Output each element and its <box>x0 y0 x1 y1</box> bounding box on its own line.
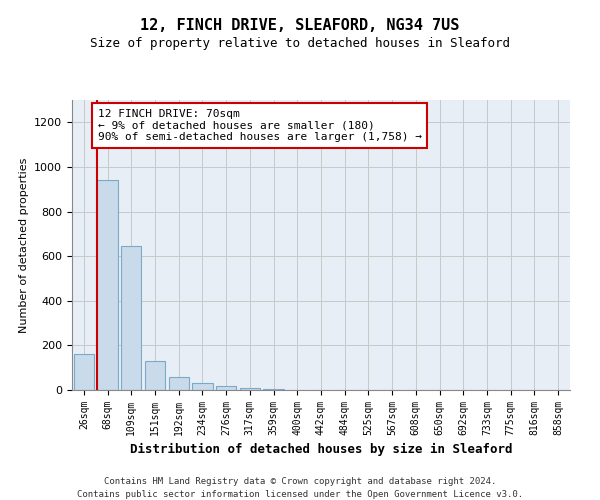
Text: 12 FINCH DRIVE: 70sqm
← 9% of detached houses are smaller (180)
90% of semi-deta: 12 FINCH DRIVE: 70sqm ← 9% of detached h… <box>98 109 422 142</box>
Text: Contains public sector information licensed under the Open Government Licence v3: Contains public sector information licen… <box>77 490 523 499</box>
Text: Size of property relative to detached houses in Sleaford: Size of property relative to detached ho… <box>90 38 510 51</box>
Bar <box>97 180 118 390</box>
Bar <box>145 361 165 390</box>
Bar <box>121 246 142 390</box>
Text: Contains HM Land Registry data © Crown copyright and database right 2024.: Contains HM Land Registry data © Crown c… <box>104 478 496 486</box>
Bar <box>74 354 94 390</box>
Bar <box>169 376 189 390</box>
Bar <box>263 389 284 390</box>
Bar <box>216 386 236 390</box>
Bar <box>193 383 212 390</box>
Y-axis label: Number of detached properties: Number of detached properties <box>19 158 29 332</box>
Bar <box>240 388 260 390</box>
Text: 12, FINCH DRIVE, SLEAFORD, NG34 7US: 12, FINCH DRIVE, SLEAFORD, NG34 7US <box>140 18 460 32</box>
Text: Distribution of detached houses by size in Sleaford: Distribution of detached houses by size … <box>130 442 512 456</box>
